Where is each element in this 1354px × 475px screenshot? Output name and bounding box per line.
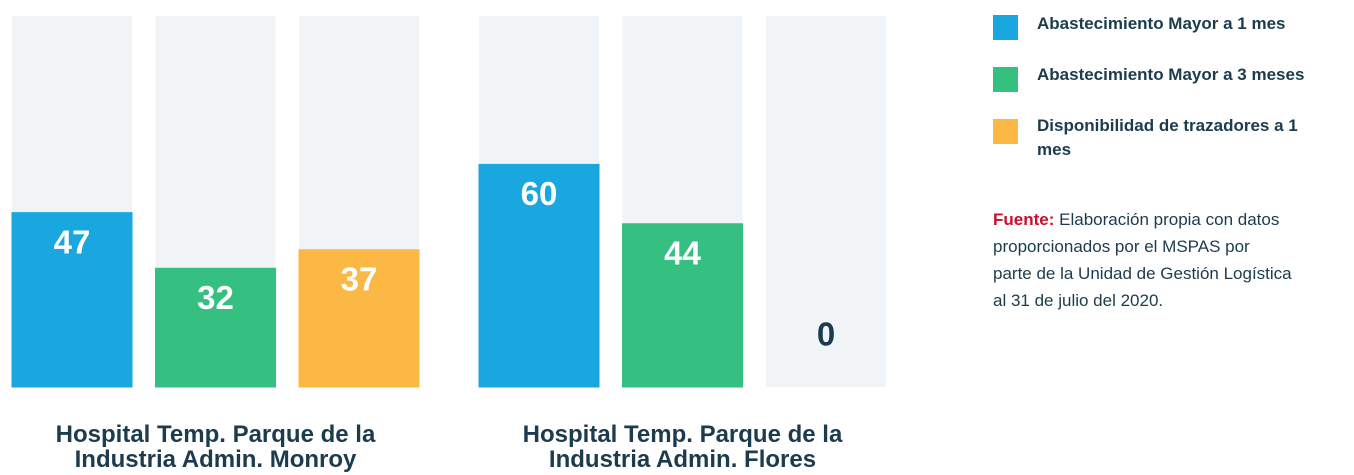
legend-text: Abastecimiento Mayor a 3 meses — [1037, 65, 1305, 84]
value-label: 44 — [664, 234, 701, 271]
value-label: 0 — [817, 316, 835, 353]
bar — [298, 249, 420, 388]
source-note: Fuente: Elaboración propia con datos pro… — [993, 206, 1293, 314]
bar — [155, 267, 276, 388]
bar — [11, 212, 133, 388]
x-tick-label: Hospital Temp. Parque de la Industria Ad… — [55, 421, 376, 473]
value-label: 32 — [197, 279, 234, 316]
legend-swatch — [993, 67, 1018, 92]
chart: 47 32 37 60 44 0 — [11, 16, 886, 388]
value-label: 37 — [341, 260, 378, 297]
value-label: 60 — [521, 175, 558, 212]
value-label: 47 — [54, 223, 91, 260]
legend-swatch — [993, 119, 1018, 144]
x-tick-label: Hospital Temp. Parque de la Industria Ad… — [522, 421, 843, 473]
bar-track — [766, 16, 886, 387]
legend-text: Disponibilidad de trazadores a 1 mes — [1037, 116, 1298, 159]
legend-swatch — [993, 15, 1018, 40]
bar — [622, 223, 743, 388]
source-text: Elaboración propia con datos proporciona… — [993, 210, 1292, 310]
bar — [478, 163, 600, 388]
legend-text: Abastecimiento Mayor a 1 mes — [1037, 14, 1286, 33]
source-label: Fuente: — [993, 210, 1055, 229]
